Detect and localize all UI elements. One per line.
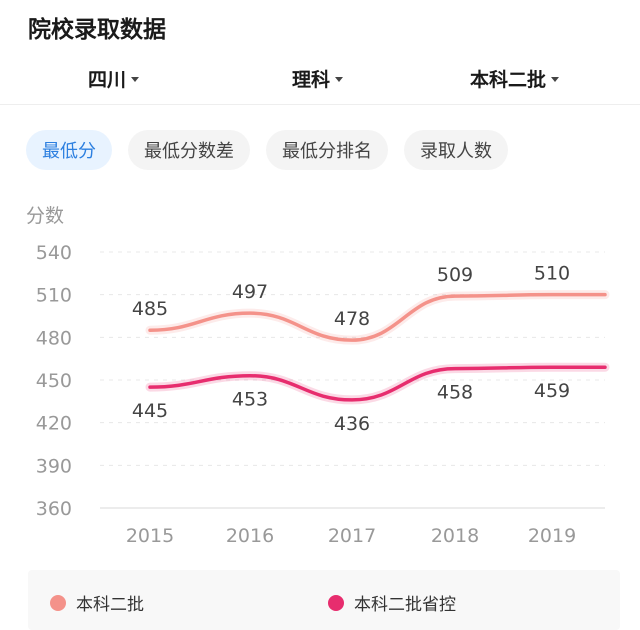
data-label-series-2: 445 [132, 400, 168, 422]
data-label-series-2: 436 [334, 413, 370, 435]
data-label-series-2: 458 [437, 382, 473, 404]
data-label-series-2: 453 [232, 389, 268, 411]
x-tick-label: 2018 [431, 525, 479, 547]
batch-filter[interactable]: 本科二批 [470, 60, 560, 96]
y-tick-label: 510 [36, 285, 72, 307]
x-tick-label: 2016 [226, 525, 274, 547]
y-axis-title: 分数 [26, 205, 64, 227]
metric-tabs: 最低分 最低分数差 最低分排名 录取人数 [26, 130, 508, 170]
y-tick-label: 420 [36, 413, 72, 435]
province-filter-label: 四川 [88, 68, 127, 91]
divider [0, 104, 640, 105]
tab-min-score-rank[interactable]: 最低分排名 [266, 130, 388, 170]
tab-admission-count[interactable]: 录取人数 [404, 130, 508, 170]
batch-filter-label: 本科二批 [470, 68, 547, 91]
x-tick-label: 2019 [528, 525, 576, 547]
province-filter[interactable]: 四川 [88, 60, 140, 96]
data-label-series-2: 459 [534, 380, 570, 402]
page-title: 院校录取数据 [28, 17, 166, 43]
y-tick-label: 540 [36, 242, 72, 264]
filter-bar: 四川 理科 本科二批 [0, 60, 640, 96]
caret-down-icon [131, 76, 140, 82]
y-tick-label: 480 [36, 327, 72, 349]
data-label-series-1: 509 [437, 264, 473, 286]
y-tick-label: 450 [36, 370, 72, 392]
data-label-series-1: 485 [132, 298, 168, 320]
legend-label-series-2: 本科二批省控 [354, 595, 456, 615]
chart-legend: 本科二批 本科二批省控 [28, 570, 620, 630]
tab-min-score-diff[interactable]: 最低分数差 [128, 130, 250, 170]
subject-filter[interactable]: 理科 [292, 60, 344, 96]
y-tick-label: 390 [36, 455, 72, 477]
data-label-series-1: 497 [232, 281, 268, 303]
x-tick-label: 2015 [126, 525, 174, 547]
legend-dot-series-1 [50, 594, 66, 611]
x-tick-label: 2017 [328, 525, 376, 547]
series-2-line [148, 365, 607, 402]
caret-down-icon [335, 76, 344, 82]
score-line-chart: 分数 360 390 420 450 480 510 540 2015 2016 2017 2018 2… [26, 205, 610, 547]
legend-item-series-2: 本科二批省控 [328, 590, 456, 615]
subject-filter-label: 理科 [292, 68, 331, 91]
legend-item-series-1: 本科二批 [50, 590, 144, 615]
legend-dot-series-2 [328, 594, 344, 611]
y-tick-label: 360 [36, 498, 72, 520]
data-label-series-1: 478 [334, 308, 370, 330]
tab-min-score[interactable]: 最低分 [26, 130, 112, 170]
legend-label-series-1: 本科二批 [76, 595, 144, 615]
caret-down-icon [551, 76, 560, 82]
series-1-line [148, 292, 607, 342]
data-label-series-1: 510 [534, 263, 570, 285]
